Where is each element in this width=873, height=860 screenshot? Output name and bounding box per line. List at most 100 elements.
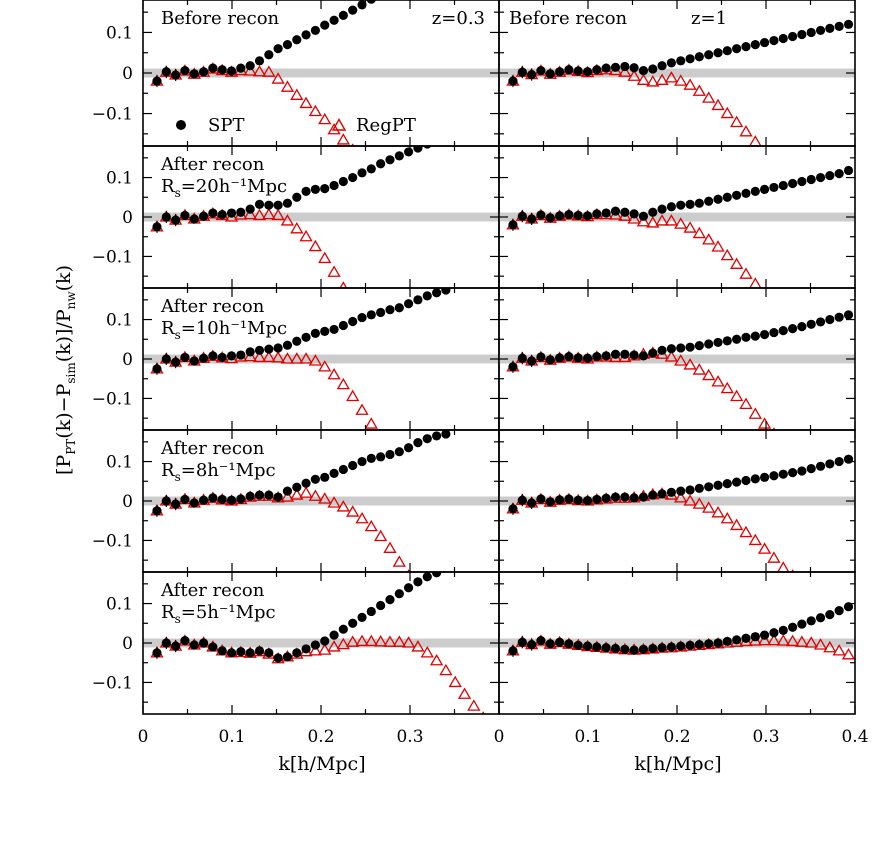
x-tick-label: 0.2: [307, 727, 334, 747]
regpt-point: [308, 489, 323, 501]
regpt-point: [262, 65, 276, 77]
spt-point: [759, 184, 770, 194]
spt-point: [750, 40, 760, 50]
spt-point: [657, 643, 667, 653]
spt-point: [432, 572, 442, 578]
spt-point: [366, 606, 376, 617]
panel-r0-c0: 0.1 0 −0.1 Before recon z=0.3: [92, 0, 500, 147]
spt-point: [273, 492, 283, 502]
spt-point: [180, 636, 190, 646]
spt-point: [376, 159, 386, 169]
spt-point: [545, 497, 555, 507]
spt-point: [564, 65, 574, 75]
spt-point: [741, 188, 751, 198]
spt-point: [517, 353, 527, 363]
spt-point: [769, 35, 779, 46]
legend-spt-marker: [176, 120, 186, 130]
spt-point: [843, 165, 854, 176]
spt-point: [722, 46, 732, 56]
spt-point: [527, 70, 537, 80]
legend-regpt-label: RegPT: [356, 115, 416, 136]
spt-point: [545, 355, 555, 365]
spt-point: [301, 30, 311, 40]
regpt-point: [749, 277, 762, 288]
spt-point: [517, 67, 527, 77]
spt-point: [254, 490, 265, 500]
regpt-point: [448, 675, 462, 688]
spt-point: [441, 288, 451, 295]
spt-point: [545, 213, 555, 223]
regpt-point: [674, 354, 688, 366]
regpt-point: [346, 505, 360, 517]
spt-point: [226, 208, 237, 218]
spt-point: [610, 206, 621, 216]
spt-point: [536, 636, 546, 646]
spt-point: [704, 639, 714, 649]
redshift-label: z=0.3: [432, 8, 485, 29]
regpt-point: [336, 500, 350, 512]
regpt-point: [702, 368, 716, 381]
spt-point: [199, 638, 209, 648]
regpt-point: [711, 98, 725, 111]
regpt-point: [823, 640, 837, 653]
regpt-point: [346, 389, 360, 402]
spt-point: [236, 494, 246, 504]
spt-point: [741, 42, 751, 52]
regpt-point: [692, 84, 706, 96]
x-tick-label: 0.1: [218, 727, 245, 747]
regpt-point: [299, 229, 313, 242]
spt-point: [722, 479, 732, 489]
spt-point: [629, 645, 639, 655]
spt-point: [413, 438, 423, 448]
spt-point: [713, 337, 723, 348]
regpt-point: [439, 663, 453, 676]
spt-point: [657, 61, 667, 71]
regpt-point: [655, 214, 669, 226]
regpt-point: [290, 488, 304, 500]
regpt-point: [392, 555, 406, 567]
spt-point: [403, 583, 414, 593]
spt-point: [310, 25, 320, 36]
regpt-point: [702, 233, 716, 245]
x-tick-label: 0: [138, 727, 149, 747]
regpt-point: [748, 407, 762, 419]
spt-point: [685, 199, 695, 209]
spt-point: [273, 343, 283, 353]
spt-point: [320, 326, 330, 336]
spt-point: [815, 613, 826, 623]
regpt-point: [692, 497, 706, 509]
spt-point: [741, 475, 751, 486]
panel-state-label: Before recon: [509, 8, 628, 29]
spt-point: [217, 65, 227, 75]
spt-point: [676, 641, 686, 651]
spt-point: [171, 499, 181, 509]
smoothing-scale-label: Rs=20h⁻¹Mpc: [161, 176, 287, 200]
spt-point: [329, 468, 339, 478]
spt-point: [403, 443, 414, 453]
spt-point: [264, 50, 274, 60]
regpt-point: [767, 551, 781, 563]
y-tick-label: 0.1: [106, 23, 133, 43]
y-tick-label: −0.1: [92, 673, 133, 693]
spt-point: [320, 472, 330, 482]
spt-point: [722, 192, 732, 202]
spt-point: [825, 23, 835, 33]
spt-point: [797, 619, 807, 629]
regpt-point: [759, 290, 770, 300]
spt-point: [189, 356, 199, 366]
spt-point: [806, 319, 816, 329]
spt-point: [769, 327, 779, 338]
spt-point: [778, 180, 788, 191]
spt-point: [301, 644, 311, 654]
spt-point: [685, 342, 695, 352]
spt-point: [694, 52, 704, 62]
spt-point: [376, 307, 386, 318]
spt-point: [638, 644, 649, 654]
spt-point: [806, 27, 816, 38]
spt-point: [338, 464, 348, 475]
data-points: [506, 602, 855, 660]
spt-point: [657, 345, 667, 355]
panel-state-label: After recon: [160, 296, 265, 317]
regpt-point: [683, 221, 697, 233]
